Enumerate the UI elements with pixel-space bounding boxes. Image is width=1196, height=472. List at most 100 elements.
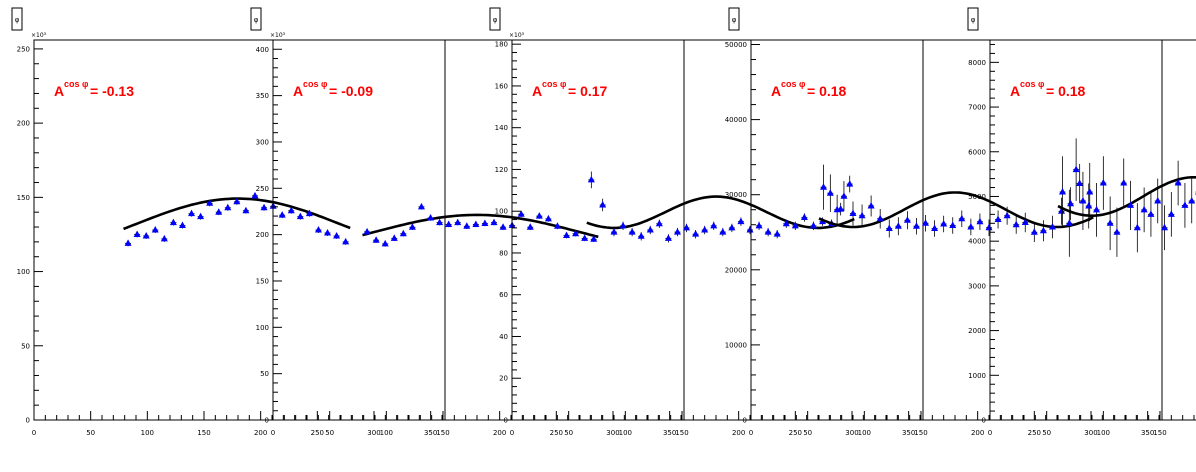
x-tick-label: 50 xyxy=(1042,429,1051,437)
data-point xyxy=(773,230,781,237)
data-point xyxy=(958,214,966,222)
data-point xyxy=(417,202,425,210)
y-tick-label: 50 xyxy=(21,342,30,350)
data-point xyxy=(826,189,834,196)
data-point xyxy=(931,224,939,231)
y-tick-label: 8000 xyxy=(968,59,986,67)
fit-curve xyxy=(586,195,855,230)
data-point xyxy=(251,191,259,199)
data-point xyxy=(599,200,607,208)
data-point xyxy=(1048,222,1056,230)
x-tick-label: 100 xyxy=(1097,429,1110,437)
data-point xyxy=(1147,210,1155,217)
data-point xyxy=(278,211,286,218)
x-tick-label: 0 xyxy=(749,429,753,437)
annotation-value: = 0.18 xyxy=(1046,83,1086,99)
data-point xyxy=(427,213,435,221)
annotation-prefix: A xyxy=(1010,83,1020,99)
data-point xyxy=(124,239,132,246)
data-point xyxy=(967,222,975,230)
data-point xyxy=(242,206,250,214)
data-point xyxy=(1093,205,1101,213)
annotation-value: = 0.17 xyxy=(568,83,608,99)
panel-title-box xyxy=(489,7,501,31)
data-point xyxy=(133,230,141,237)
data-point xyxy=(1079,196,1087,204)
y-tick-label: 1000 xyxy=(968,372,986,380)
data-point xyxy=(903,216,911,223)
data-point xyxy=(912,222,920,229)
y-tick-label: 30000 xyxy=(725,191,747,199)
annotation-superscript: cos φ xyxy=(542,79,567,89)
y-tick-label: 7000 xyxy=(968,104,986,112)
x-tick-label: 50 xyxy=(803,429,812,437)
y-tick-label: 160 xyxy=(495,82,508,90)
x-tick-label: 200 xyxy=(254,429,267,437)
data-point xyxy=(1021,218,1029,225)
data-point xyxy=(305,209,313,217)
data-point xyxy=(1161,223,1169,231)
x-tick-label: 150 xyxy=(197,429,210,437)
x-tick-label: 250 xyxy=(1028,429,1041,437)
fit-curve xyxy=(818,191,1094,229)
data-point xyxy=(1174,179,1182,186)
x-tick-label: 50 xyxy=(564,429,573,437)
x-tick-label: 250 xyxy=(789,429,802,437)
data-point xyxy=(1140,205,1148,213)
data-point xyxy=(526,223,534,230)
y-tick-label: 20 xyxy=(499,375,508,383)
y-tick-label: 40000 xyxy=(725,116,747,124)
annotation-superscript: cos φ xyxy=(303,79,328,89)
data-point xyxy=(1039,226,1047,234)
data-point xyxy=(1003,211,1011,219)
x-tick-label: 150 xyxy=(914,429,927,437)
data-point xyxy=(637,232,645,239)
data-point xyxy=(314,226,322,233)
data-point xyxy=(719,228,727,235)
data-point xyxy=(408,223,416,230)
data-point xyxy=(1106,219,1114,226)
data-point xyxy=(1012,220,1020,228)
x-tick-label: 0 xyxy=(988,429,992,437)
y-tick-label: 100 xyxy=(256,324,269,332)
data-point xyxy=(619,221,627,229)
y-tick-label: 0 xyxy=(504,417,508,425)
y-tick-label: 200 xyxy=(256,231,269,239)
plot-frame xyxy=(511,39,924,421)
data-point xyxy=(1065,219,1073,226)
x-tick-label: 250 xyxy=(311,429,324,437)
data-point xyxy=(445,220,453,227)
data-point xyxy=(976,217,984,225)
data-point xyxy=(563,231,571,239)
x-tick-label: 200 xyxy=(732,429,745,437)
data-point xyxy=(197,212,205,220)
data-point xyxy=(1167,210,1175,217)
data-point xyxy=(390,234,398,241)
y-tick-label: 50000 xyxy=(725,41,747,49)
annotation-prefix: A xyxy=(771,83,781,99)
data-point xyxy=(481,219,489,227)
panel-title: φ xyxy=(254,16,259,24)
x-tick-label: 100 xyxy=(141,429,154,437)
y-tick-label: 50 xyxy=(260,370,269,378)
y-tick-label: 6000 xyxy=(968,148,986,156)
data-point xyxy=(372,236,380,243)
y-tick-label: 0 xyxy=(265,417,269,425)
data-point xyxy=(701,226,709,233)
data-point xyxy=(894,222,902,229)
x-tick-label: 350 xyxy=(902,429,915,437)
x-tick-label: 350 xyxy=(663,429,676,437)
data-point xyxy=(764,228,772,235)
data-point xyxy=(867,201,875,209)
data-point xyxy=(553,222,561,229)
y-axis-exponent: ×10³ xyxy=(270,32,286,39)
annotation-superscript: cos φ xyxy=(64,79,89,89)
data-point xyxy=(949,221,957,228)
annotation-superscript: cos φ xyxy=(781,79,806,89)
y-tick-label: 100 xyxy=(495,208,508,216)
y-tick-label: 100 xyxy=(17,268,30,276)
annotation-prefix: A xyxy=(54,83,64,99)
data-point xyxy=(1113,228,1121,235)
x-tick-label: 50 xyxy=(325,429,334,437)
data-point xyxy=(160,234,168,242)
